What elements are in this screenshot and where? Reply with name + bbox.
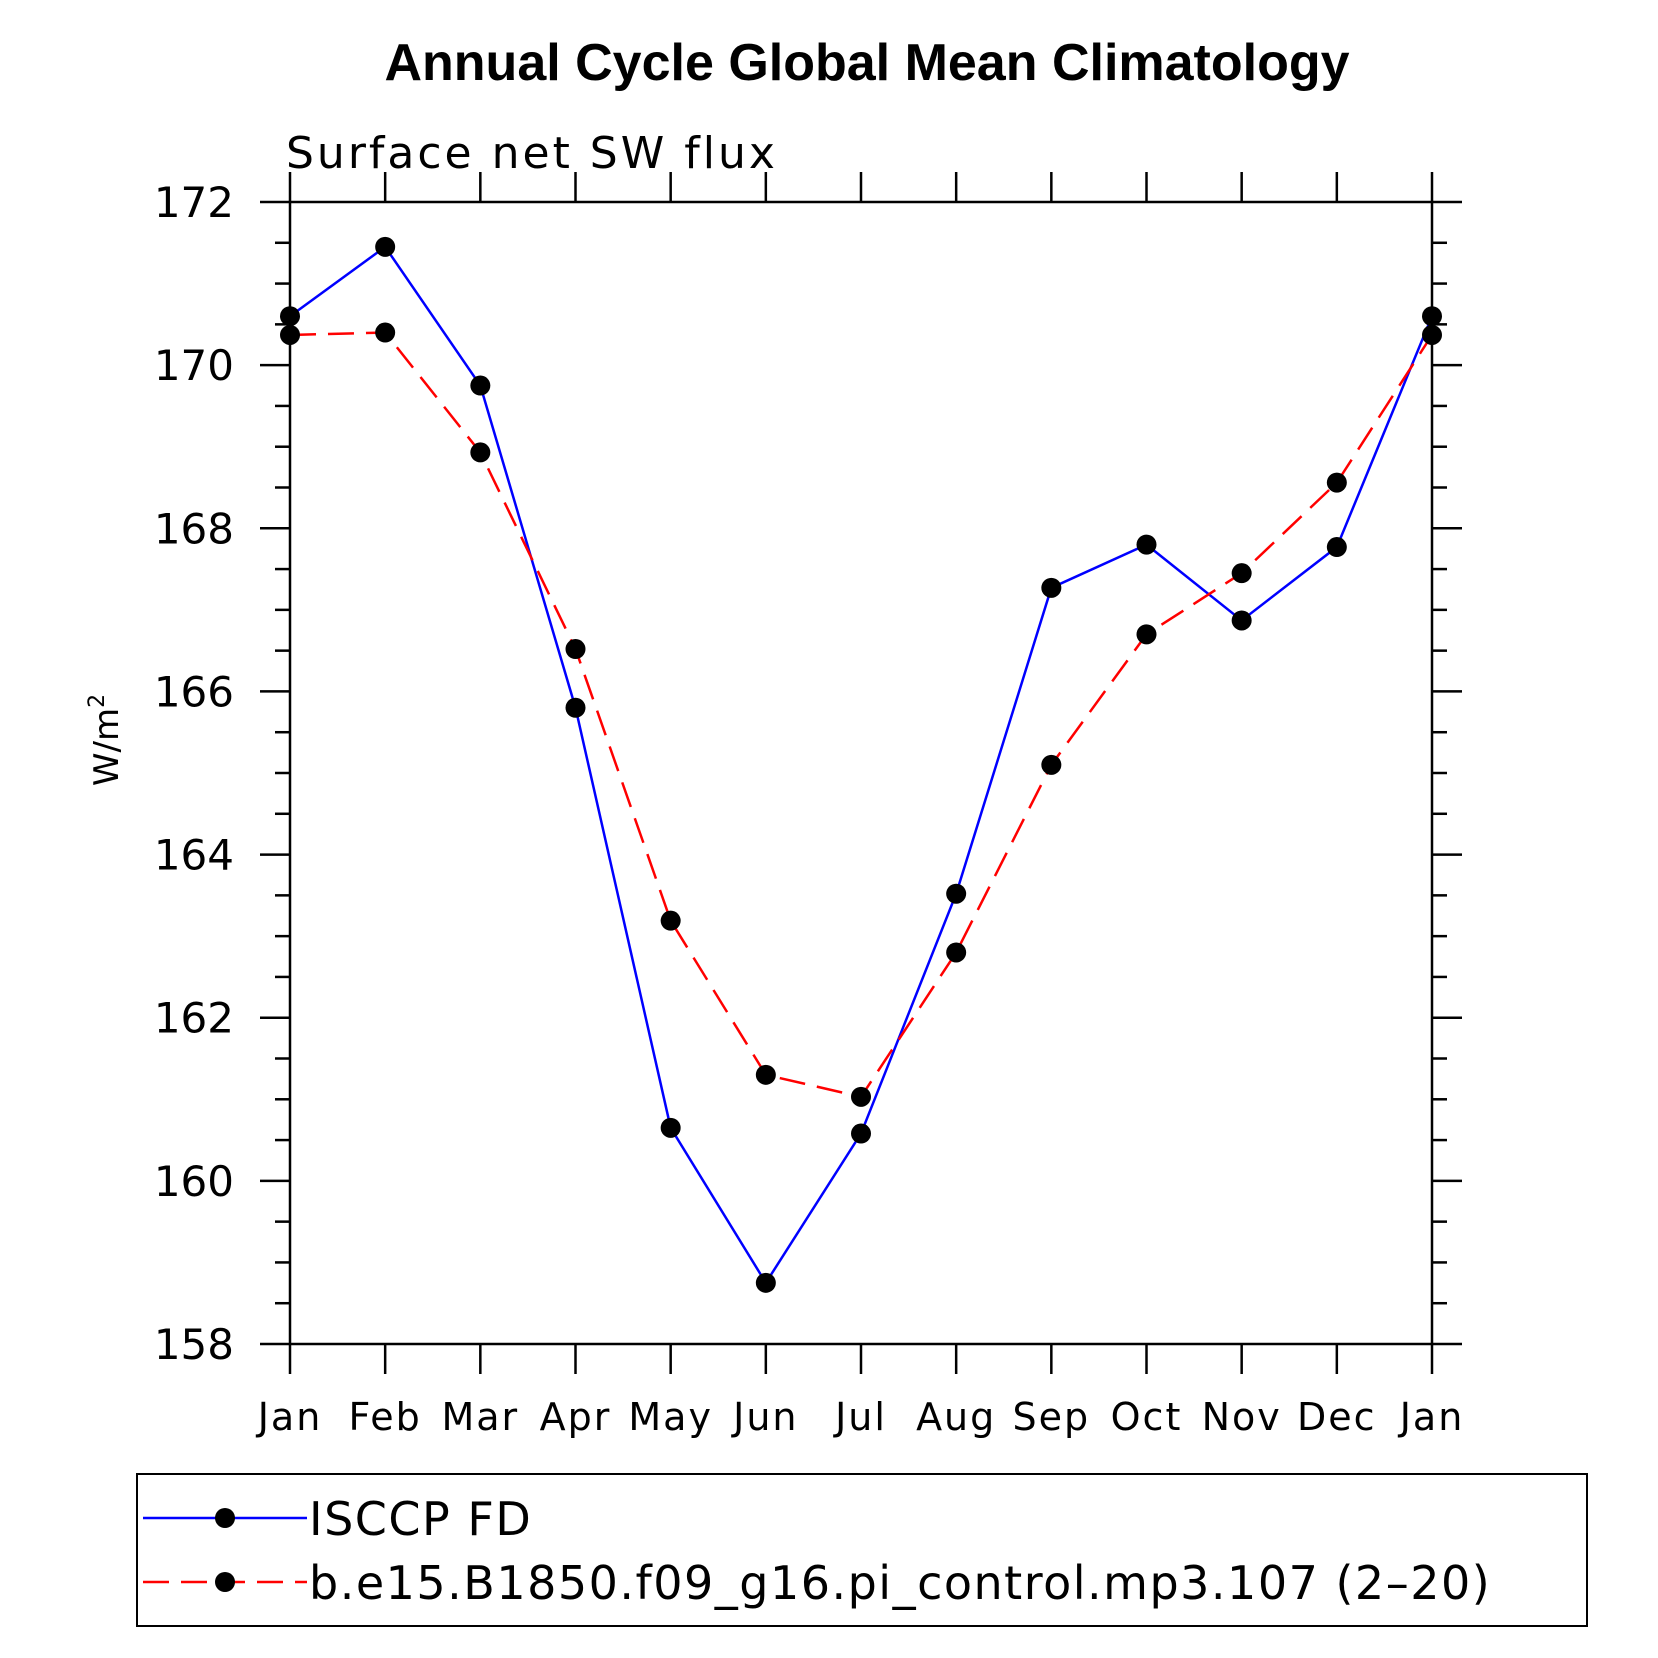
series-2-point: [851, 1086, 871, 1107]
series-1-point: [851, 1123, 871, 1144]
series-1-point: [1422, 306, 1442, 327]
x-tick-label: Aug: [916, 1395, 996, 1439]
series-1-point: [1231, 610, 1252, 631]
series-1-point: [565, 697, 586, 718]
series-2-point: [1326, 472, 1347, 493]
series-1-point: [755, 1272, 776, 1293]
x-tick-label: Jan: [1398, 1395, 1465, 1439]
y-tick-label: 168: [154, 504, 234, 553]
series-1-point: [470, 375, 491, 396]
x-tick-label: May: [628, 1395, 713, 1439]
plot-frame: [288, 200, 1434, 1346]
y-axis-label-text: W/m: [87, 708, 127, 786]
x-tick-label: Oct: [1111, 1395, 1183, 1439]
y-tick-label: 158: [154, 1320, 234, 1369]
series-2-point: [1041, 754, 1062, 775]
legend-marker-1: [215, 1508, 235, 1528]
chart-subtitle: Surface net SW flux: [286, 128, 778, 179]
x-tick-label: Sep: [1013, 1395, 1091, 1439]
plot-area: 158 160 162 164 166 168 170 172 Jan Feb Mar Apr May J…: [154, 172, 1465, 1439]
x-tick-label: Apr: [540, 1395, 612, 1439]
y-axis-label-superscript: 2: [85, 694, 110, 708]
series-1-point: [946, 883, 967, 904]
y-tick-label: 166: [154, 667, 234, 716]
legend-box: [136, 1473, 1588, 1627]
series-1-point: [280, 306, 300, 327]
series-1-point: [1326, 537, 1347, 558]
y-tick-label: 162: [154, 994, 234, 1043]
series-1-point: [1136, 534, 1157, 555]
series-2-point: [755, 1064, 776, 1085]
series-2-point: [565, 639, 586, 660]
legend-marker-2: [215, 1572, 235, 1592]
series-2-point: [1422, 324, 1442, 345]
x-tick-label: Mar: [441, 1395, 519, 1439]
series-2-point: [470, 442, 491, 463]
x-tick-label: Jun: [731, 1395, 798, 1439]
series-2-point: [1136, 624, 1157, 645]
legend-label-1: ISCCP FD: [309, 1492, 532, 1546]
legend: ISCCP FD b.e15.B1850.f09_g16.pi_control.m…: [136, 1473, 1588, 1627]
y-tick-label: 160: [154, 1157, 234, 1206]
series-2-point: [280, 324, 300, 345]
y-tick-label: 170: [154, 341, 234, 390]
y-tick-label: 164: [154, 831, 234, 880]
x-tick-label: Feb: [349, 1395, 422, 1439]
series-line-2: [289, 331, 1434, 1099]
y-axis-label: W/m2: [85, 694, 127, 786]
chart-title: Annual Cycle Global Mean Climatology: [384, 34, 1349, 92]
legend-label-2: b.e15.B1850.f09_g16.pi_control.mp3.107 (…: [309, 1556, 1491, 1610]
y-tick-label: 172: [154, 178, 234, 227]
series-1-point: [375, 236, 396, 257]
series-1-point: [660, 1117, 681, 1138]
series-1-point: [1041, 577, 1062, 598]
series-2-point: [375, 322, 396, 343]
x-tick-label: Dec: [1297, 1395, 1377, 1439]
series-2-point: [1231, 563, 1252, 584]
x-tick-label: Jul: [833, 1395, 887, 1439]
x-tick-label: Nov: [1202, 1395, 1282, 1439]
series-2-point: [660, 910, 681, 931]
series-2-point: [946, 942, 967, 963]
x-tick-label: Jan: [256, 1395, 323, 1439]
